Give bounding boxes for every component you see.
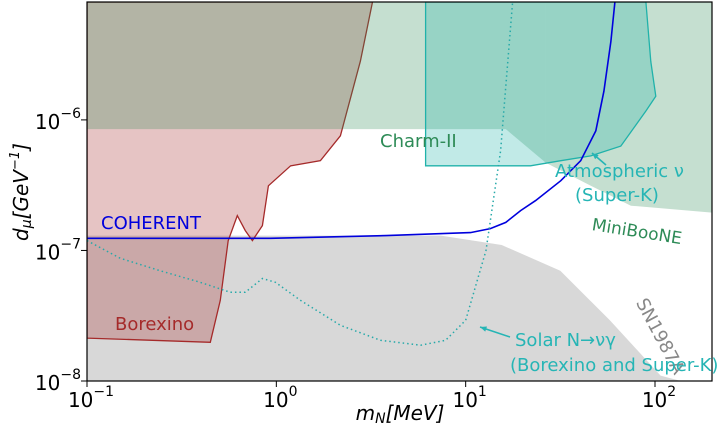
- region-label: COHERENT: [101, 213, 202, 234]
- region-label: Atmospheric ν: [555, 161, 684, 182]
- tick-exponent: −1: [93, 384, 114, 400]
- tick-base: 10: [452, 388, 477, 412]
- tick-base: 10: [642, 388, 667, 412]
- tick-label: 101: [452, 384, 486, 412]
- tick-exponent: 2: [667, 384, 676, 400]
- tick-exponent: −7: [60, 236, 81, 252]
- x-label-base: m: [356, 401, 375, 425]
- y-label-close: ]: [9, 143, 33, 152]
- arrow-head: [592, 153, 599, 160]
- tick-label: 10−7: [35, 236, 81, 264]
- series-fill: [87, 2, 374, 343]
- axes-frame: [86, 1, 713, 382]
- region-label: Solar N→νγ: [515, 330, 616, 351]
- y-label-unit: [GeV: [9, 169, 33, 220]
- tick-base: 10: [263, 388, 288, 412]
- tick-base: 10: [35, 371, 60, 395]
- y-label-exp: −1: [8, 151, 23, 170]
- series-line: [87, 2, 616, 240]
- series-fill: [545, 2, 712, 213]
- x-axis-label: mN[MeV]: [356, 401, 445, 428]
- tick-exponent: −8: [60, 367, 81, 383]
- tick-exponent: −6: [60, 106, 81, 122]
- y-axis-label: dμ[GeV−1]: [8, 143, 36, 241]
- tick-exponent: 0: [289, 384, 298, 400]
- series-dotted: [87, 2, 514, 346]
- series-fill: [87, 2, 546, 163]
- tick-exponent: 1: [478, 384, 487, 400]
- region-label: Borexino: [115, 314, 194, 335]
- series-fill: [424, 2, 657, 167]
- tick-base: 10: [68, 388, 93, 412]
- region-label: (Borexino and Super-K): [510, 355, 717, 376]
- tick-label: 10−1: [68, 384, 114, 412]
- arrow-head: [480, 326, 487, 332]
- tick-label: 100: [263, 384, 297, 412]
- region-label: Charm-II: [380, 131, 457, 152]
- y-label-sub: μ: [19, 219, 35, 229]
- y-label-base: d: [9, 228, 33, 241]
- plot-area: [87, 2, 712, 381]
- tick-label: 10−6: [35, 106, 81, 134]
- tick-label: 10−8: [35, 367, 81, 395]
- series-fill: [87, 235, 681, 381]
- region-label: MiniBooNE: [590, 215, 683, 249]
- x-label-sub: N: [375, 411, 386, 427]
- region-label: (Super-K): [575, 185, 659, 206]
- tick-base: 10: [35, 240, 60, 264]
- tick-label: 102: [642, 384, 676, 412]
- tick-base: 10: [35, 109, 60, 133]
- x-label-unit: [MeV]: [386, 401, 445, 425]
